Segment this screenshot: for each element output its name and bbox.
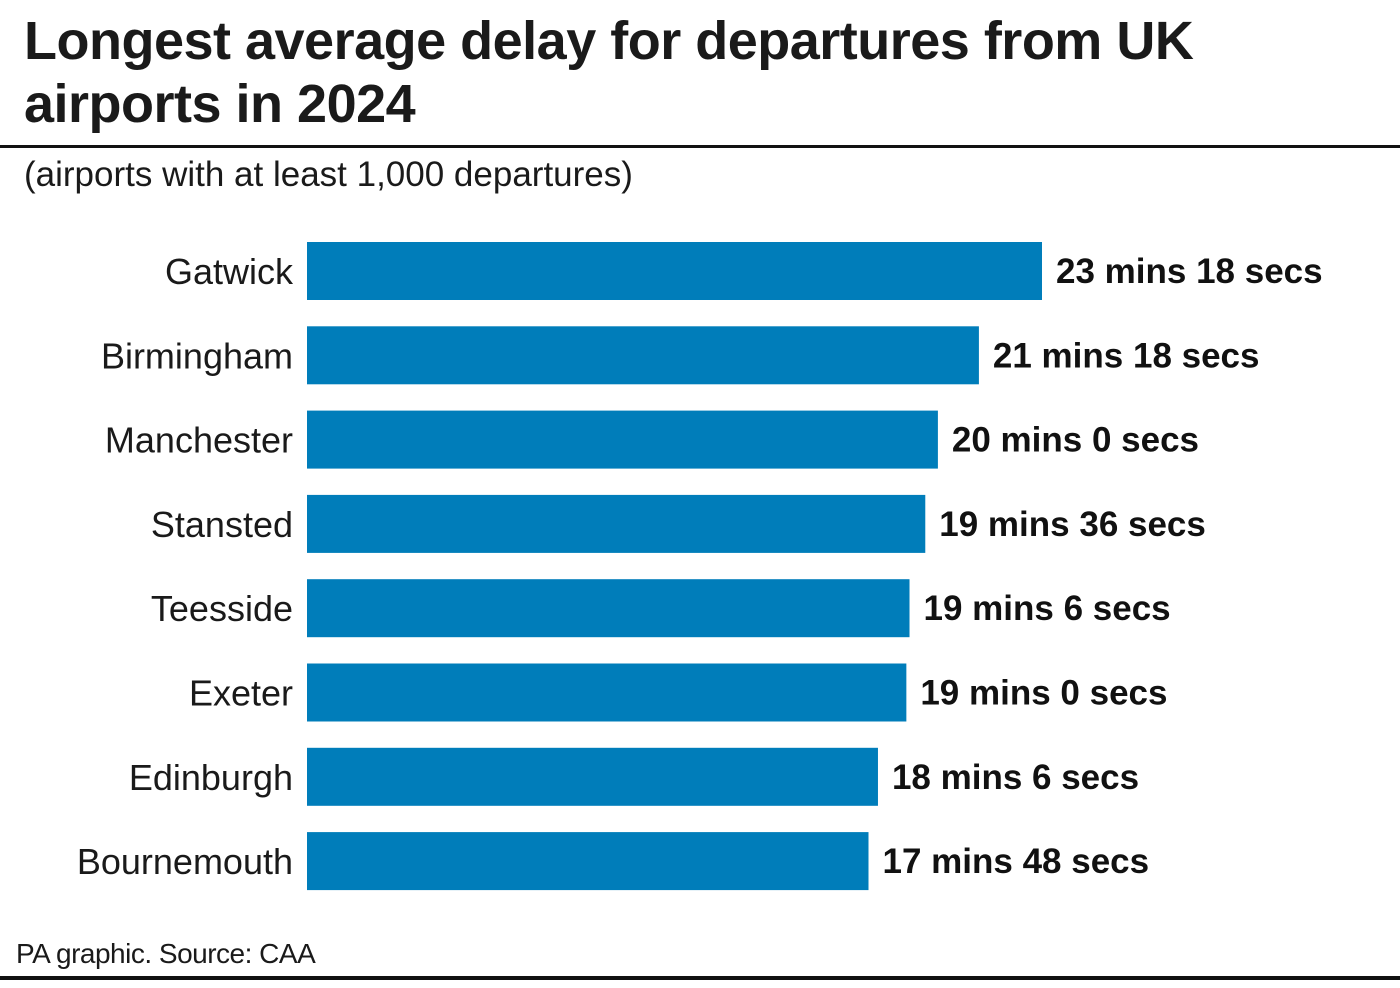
category-label: Birmingham [101,335,293,376]
bar-stansted [307,494,926,553]
bar-exeter [307,663,907,722]
footer-divider [0,976,1400,980]
bar-birmingham [307,326,979,385]
category-label: Teesside [151,588,293,629]
bar-bournemouth [307,832,869,891]
category-label: Gatwick [165,251,294,292]
value-label: 19 mins 6 secs [924,589,1171,628]
chart-title: Longest average delay for departures fro… [24,11,1194,134]
bar-gatwick [307,242,1042,300]
value-label: 19 mins 36 secs [939,505,1206,544]
category-label: Manchester [105,420,293,461]
bar-edinburgh [307,747,878,806]
source-credit: PA graphic. Source: CAA [16,938,316,969]
chart-subtitle: (airports with at least 1,000 departures… [24,155,633,194]
value-label: 21 mins 18 secs [993,336,1260,375]
value-label: 23 mins 18 secs [1056,252,1323,291]
category-label: Stansted [151,504,293,545]
value-label: 19 mins 0 secs [920,674,1167,713]
title-divider [0,145,1400,148]
value-label: 18 mins 6 secs [892,758,1139,797]
value-label: 20 mins 0 secs [952,421,1199,460]
category-label: Bournemouth [77,841,293,882]
bar-teesside [307,579,910,638]
value-label: 17 mins 48 secs [883,842,1150,881]
bar-manchester [307,410,938,469]
category-label: Edinburgh [129,757,293,798]
category-label: Exeter [189,673,293,714]
